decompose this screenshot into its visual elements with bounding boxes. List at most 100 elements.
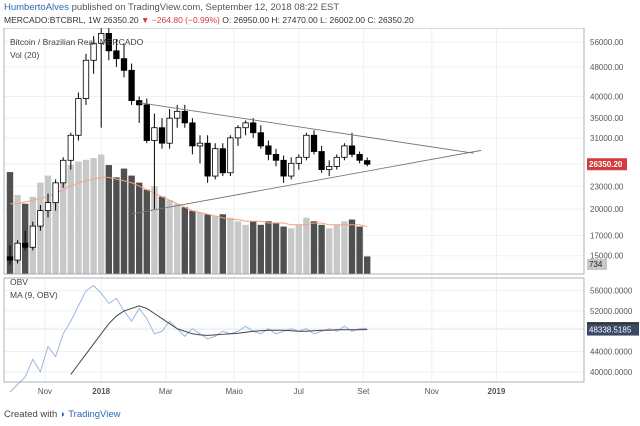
trendline-lower [131, 149, 482, 215]
volume-bar [174, 203, 181, 274]
volume-bar [227, 217, 234, 274]
trendline-upper [139, 102, 474, 154]
candle-body [189, 122, 196, 147]
obv-tick-label: 56000.0000 [590, 287, 633, 296]
candle-body [14, 242, 21, 261]
candle-body [326, 166, 333, 170]
candle-body [318, 151, 325, 170]
candle-body [341, 145, 348, 158]
price-tick-label: 17000.00 [590, 231, 624, 240]
volume-bar [341, 221, 348, 274]
candle-body [227, 137, 234, 174]
obv-tick-label: 40000.0000 [590, 368, 633, 377]
candle-body [280, 159, 287, 177]
volume-bar [90, 158, 97, 274]
symbol-interval: MERCADO:BTCBRL, 1W [4, 15, 101, 25]
candle-body [105, 33, 112, 52]
symbol-info-line: MERCADO:BTCBRL, 1W 26350.20 ▼ −264.80 (−… [4, 15, 414, 25]
candle-body [303, 134, 310, 158]
volume-bar [288, 228, 295, 274]
price-tick-label: 20000.00 [590, 205, 624, 214]
candle-body [250, 122, 257, 134]
price-tick-label: 23000.00 [590, 182, 624, 191]
price-tick-label: 15000.00 [590, 252, 624, 261]
volume-bar [98, 154, 105, 274]
candle-body [272, 153, 280, 161]
volume-bar [14, 194, 21, 274]
time-tick-label: 2018 [92, 387, 110, 396]
obv-axis[interactable]: 56000.000052000.000048603.013448338.5185… [587, 287, 639, 377]
author-link[interactable]: HumbertoAlves [4, 2, 69, 13]
price-tick-label: 48000.00 [590, 63, 624, 72]
volume-bar [318, 224, 325, 274]
volume-bar [257, 224, 264, 274]
obv-label: OBV [10, 277, 28, 287]
candle-body [22, 242, 29, 248]
time-tick-label: Maio [226, 387, 244, 396]
candle-body [6, 256, 14, 261]
candle-body [120, 58, 128, 71]
volume-bar [364, 256, 371, 274]
price-chart[interactable]: 56000.00 48000.00 40000.00 35000.00 31000.00… [0, 28, 640, 404]
volume-bar [75, 161, 82, 274]
candle-body [174, 110, 181, 119]
time-axis[interactable]: Nov 2018 Mar Maio Jul Set Nov 2019 [38, 387, 506, 396]
volume-bar [280, 226, 287, 274]
price-tick-label: 31000.00 [590, 134, 624, 143]
volume-bar [250, 221, 257, 274]
tradingview-logo-icon: ◗ [59, 409, 66, 420]
price-axis[interactable]: 56000.00 48000.00 40000.00 35000.00 31000.00… [587, 38, 627, 270]
volume-bar [196, 212, 204, 274]
price-tick-label: 40000.00 [590, 92, 624, 101]
volume-ma-line [10, 176, 368, 228]
time-tick-label: Mar [159, 387, 173, 396]
volume-bar [105, 165, 112, 274]
candle-body [113, 50, 120, 60]
time-tick-label: Nov [425, 387, 439, 396]
candle-body [82, 59, 90, 99]
candle-body [181, 110, 188, 124]
volume-bar [82, 159, 90, 274]
volume-bar [181, 207, 188, 274]
candle-body [75, 98, 82, 136]
volume-bar [272, 223, 280, 274]
volume-bar [52, 182, 59, 274]
publish-header: HumbertoAlves published on TradingView.c… [4, 2, 339, 13]
candle-body [356, 153, 363, 161]
candle-body [67, 134, 74, 161]
candle-body [265, 145, 272, 155]
last-price-label: 26350.20 [589, 160, 623, 169]
volume-bar [113, 177, 120, 274]
footer-created-with: Created with [4, 409, 58, 420]
volume-bar [356, 226, 363, 274]
candle-body [90, 42, 97, 61]
obv-pane [4, 284, 584, 393]
pane-frames [3, 28, 585, 383]
last-price-value: 26350.20 [103, 15, 139, 25]
time-tick-label: Jul [294, 387, 304, 396]
obv-ma-label: MA (9, OBV) [10, 290, 58, 300]
obv-tick-label: 52000.0000 [590, 307, 633, 316]
volume-bar [242, 224, 249, 274]
last-price-tag [587, 158, 627, 171]
volume-bar [348, 219, 356, 274]
candle-body [364, 160, 371, 165]
candle-body [158, 127, 166, 144]
tradingview-link[interactable]: TradingView [68, 409, 121, 420]
volume-bar [219, 214, 226, 274]
candle-body [128, 69, 135, 102]
volume-bar [326, 228, 333, 274]
obv-ma-last-label: 48338.5185 [589, 326, 632, 335]
obv-tick-label: 44000.0000 [590, 348, 633, 357]
candle-body [310, 134, 318, 152]
candle-body [234, 127, 242, 139]
volume-bar [166, 200, 173, 274]
volume-bar [158, 196, 166, 274]
candle-body [288, 162, 295, 177]
time-tick-label: Set [357, 387, 370, 396]
volume-bar [44, 175, 52, 274]
volume-bar [143, 189, 150, 274]
main-pane-title: Bitcoin / Brazilian Real, MERCADO [10, 37, 144, 47]
candle-body [143, 104, 150, 141]
volume-bar [6, 172, 14, 274]
